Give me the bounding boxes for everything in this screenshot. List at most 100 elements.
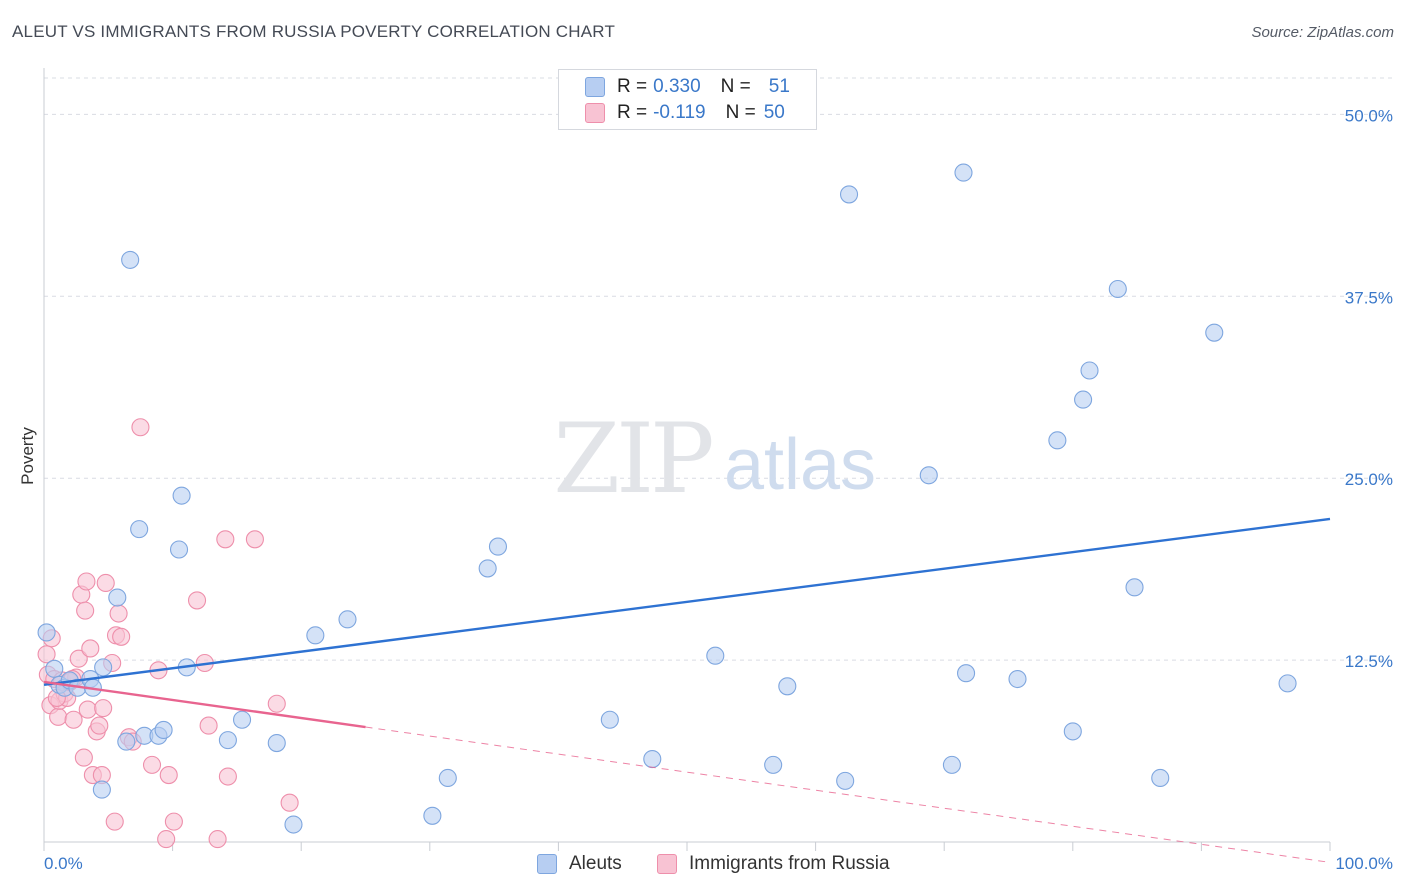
legend-r-label: R =	[617, 102, 648, 123]
aleuts-point	[1125, 578, 1144, 597]
immigrants-point	[280, 793, 299, 812]
immigrants-point	[64, 710, 83, 729]
immigrants-point	[90, 716, 109, 735]
aleuts-point	[600, 710, 619, 729]
aleuts-point	[232, 710, 252, 729]
aleuts-point	[1151, 768, 1170, 788]
watermark-zip: ZIP	[553, 403, 712, 515]
chart-title: ALEUT VS IMMIGRANTS FROM RUSSIA POVERTY …	[12, 22, 616, 41]
aleuts-point	[1205, 323, 1224, 342]
aleuts-point	[836, 771, 855, 790]
immigrants-point	[245, 530, 264, 549]
aleuts-point	[1278, 674, 1297, 693]
trend-lines	[43, 517, 1331, 863]
immigrants-point	[157, 830, 176, 849]
aleuts-point	[169, 540, 189, 559]
x-tick-label-max: 100.0%	[1335, 854, 1393, 873]
immigrants-point	[76, 601, 95, 620]
immigrants-point	[199, 716, 218, 735]
immigrants-point	[159, 766, 178, 785]
legend-r-label: R =	[617, 76, 648, 97]
aleuts-point	[117, 732, 136, 751]
aleuts-point	[45, 659, 64, 678]
aleuts-point	[306, 626, 325, 645]
aleuts-point	[488, 537, 508, 556]
aleuts-point	[478, 559, 497, 578]
aleuts-point	[1048, 431, 1067, 450]
bottom-legend-label-immigrants: Immigrants from Russia	[689, 853, 890, 874]
aleuts-point	[954, 163, 973, 182]
bottom-legend-label-aleuts: Aleuts	[569, 853, 622, 874]
immigrants-trend-line-extension	[365, 726, 1331, 863]
bottom-legend-swatch-immigrants	[657, 854, 677, 874]
immigrants-point	[96, 573, 115, 593]
aleuts-point	[778, 677, 797, 696]
immigrants-point	[208, 830, 227, 849]
immigrants-point	[77, 572, 96, 591]
legend-swatch-immigrants	[585, 103, 605, 123]
immigrants-point	[109, 604, 128, 623]
aleuts-point	[284, 815, 303, 834]
legend-r-value: 0.330	[653, 76, 701, 97]
aleuts-point	[1080, 361, 1099, 380]
aleuts-point	[643, 750, 662, 769]
immigrants-point	[74, 748, 93, 767]
immigrants-point	[187, 591, 207, 610]
immigrants-point	[37, 645, 56, 664]
source-label: Source: ZipAtlas.com	[1251, 24, 1394, 41]
bottom-legend-aleuts: Aleuts	[537, 851, 622, 877]
immigrants-point	[216, 530, 235, 549]
legend-n-value: 50	[763, 102, 785, 123]
immigrants-points	[37, 418, 299, 849]
aleuts-point	[438, 768, 457, 788]
y-tick-label: 12.5%	[1345, 652, 1393, 671]
watermark-atlas: atlas	[724, 425, 876, 505]
aleuts-point	[423, 806, 442, 825]
aleuts-point	[942, 755, 961, 774]
immigrants-trend-line	[43, 680, 366, 729]
immigrants-point	[81, 639, 100, 658]
immigrants-point	[218, 767, 237, 786]
aleuts-point	[919, 466, 938, 485]
aleuts-point	[338, 610, 357, 629]
legend-n-value: 51	[768, 76, 790, 97]
immigrants-point	[94, 699, 113, 718]
aleuts-point	[218, 731, 237, 750]
y-tick-label: 50.0%	[1345, 106, 1393, 125]
aleuts-point	[92, 780, 111, 799]
immigrants-point	[69, 649, 88, 668]
immigrants-point	[164, 812, 183, 831]
y-tick-label: 37.5%	[1345, 288, 1393, 307]
legend-row-aleuts: R = 0.330 N = 51	[585, 75, 790, 99]
y-axis-label: Poverty	[18, 427, 37, 485]
aleuts-point	[706, 646, 725, 665]
legend-r-value: -0.119	[653, 102, 706, 123]
immigrants-point	[78, 700, 97, 719]
aleuts-point	[121, 250, 140, 269]
watermark: ZIP atlas	[553, 403, 876, 515]
immigrants-point	[49, 707, 68, 726]
immigrants-point	[142, 755, 162, 774]
grid-layer	[44, 77, 1392, 661]
aleuts-point	[1074, 390, 1093, 409]
immigrants-point	[267, 694, 286, 713]
aleuts-point	[94, 658, 113, 677]
legend-row-immigrants: R = -0.119 N = 50	[585, 101, 785, 125]
aleuts-point	[172, 486, 191, 505]
bottom-legend-immigrants: Immigrants from Russia	[657, 851, 890, 877]
aleuts-point	[154, 720, 173, 739]
aleuts-point	[37, 623, 56, 642]
aleuts-point	[267, 733, 286, 753]
aleuts-point	[839, 185, 859, 204]
aleuts-trend-line	[43, 517, 1331, 687]
immigrants-point	[112, 627, 131, 646]
legend-swatch-aleuts	[585, 77, 605, 97]
aleuts-point	[957, 664, 976, 683]
immigrants-point	[131, 418, 150, 437]
aleuts-point	[764, 755, 783, 774]
aleuts-point	[1008, 669, 1027, 689]
y-tick-label: 25.0%	[1345, 470, 1393, 489]
aleuts-points	[37, 163, 1297, 834]
aleuts-point	[1063, 722, 1082, 741]
